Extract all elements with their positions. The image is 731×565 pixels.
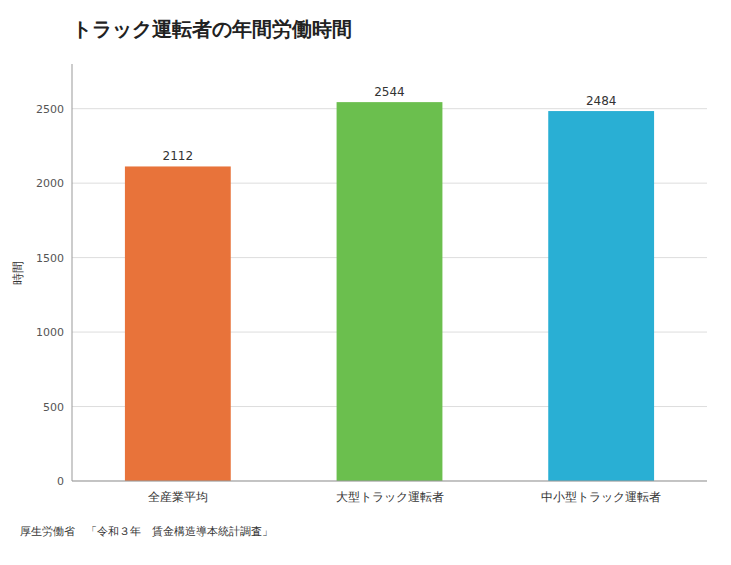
y-tick-label: 0 [57,475,64,488]
x-tick-labels: 全産業平均 大型トラック運転者 中小型トラック運転者 [148,490,661,504]
data-label: 2484 [586,94,617,108]
bar [548,111,654,481]
bars [125,102,654,481]
y-tick-label: 500 [43,401,64,414]
y-tick-label: 1000 [36,326,64,339]
y-tick-label: 2500 [36,103,64,116]
x-tick-label: 大型トラック運転者 [336,490,444,504]
bar [337,102,443,481]
y-axis-line [72,64,73,481]
grid-line [72,481,707,482]
data-labels: 2112 2544 2484 [163,85,617,163]
x-tick-label: 中小型トラック運転者 [541,490,661,504]
data-label: 2112 [163,149,194,163]
y-tick-label: 2000 [36,177,64,190]
chart-title: トラック運転者の年間労働時間 [72,17,352,41]
page-body: {"chart_data": {"type": "bar", "title": … [0,0,731,565]
source-note: 厚生労働省 「令和３年 賃金構造導本統計調査」 [20,525,273,538]
y-axis-label: 時間 [11,261,25,285]
data-label: 2544 [374,85,405,99]
y-tick-label: 1500 [36,252,64,265]
chart-container: トラック運転者の年間労働時間 0 500 1000 1500 2000 2500 2112 25… [0,0,731,565]
bar [125,166,231,481]
x-axis-line [72,481,707,482]
x-tick-label: 全産業平均 [148,490,208,504]
chart-svg: トラック運転者の年間労働時間 0 500 1000 1500 2000 2500 2112 25… [0,0,731,565]
page: chart html, body { margin: 0; padding: 0… [0,0,731,565]
y-grid: 0 500 1000 1500 2000 2500 [36,103,707,488]
